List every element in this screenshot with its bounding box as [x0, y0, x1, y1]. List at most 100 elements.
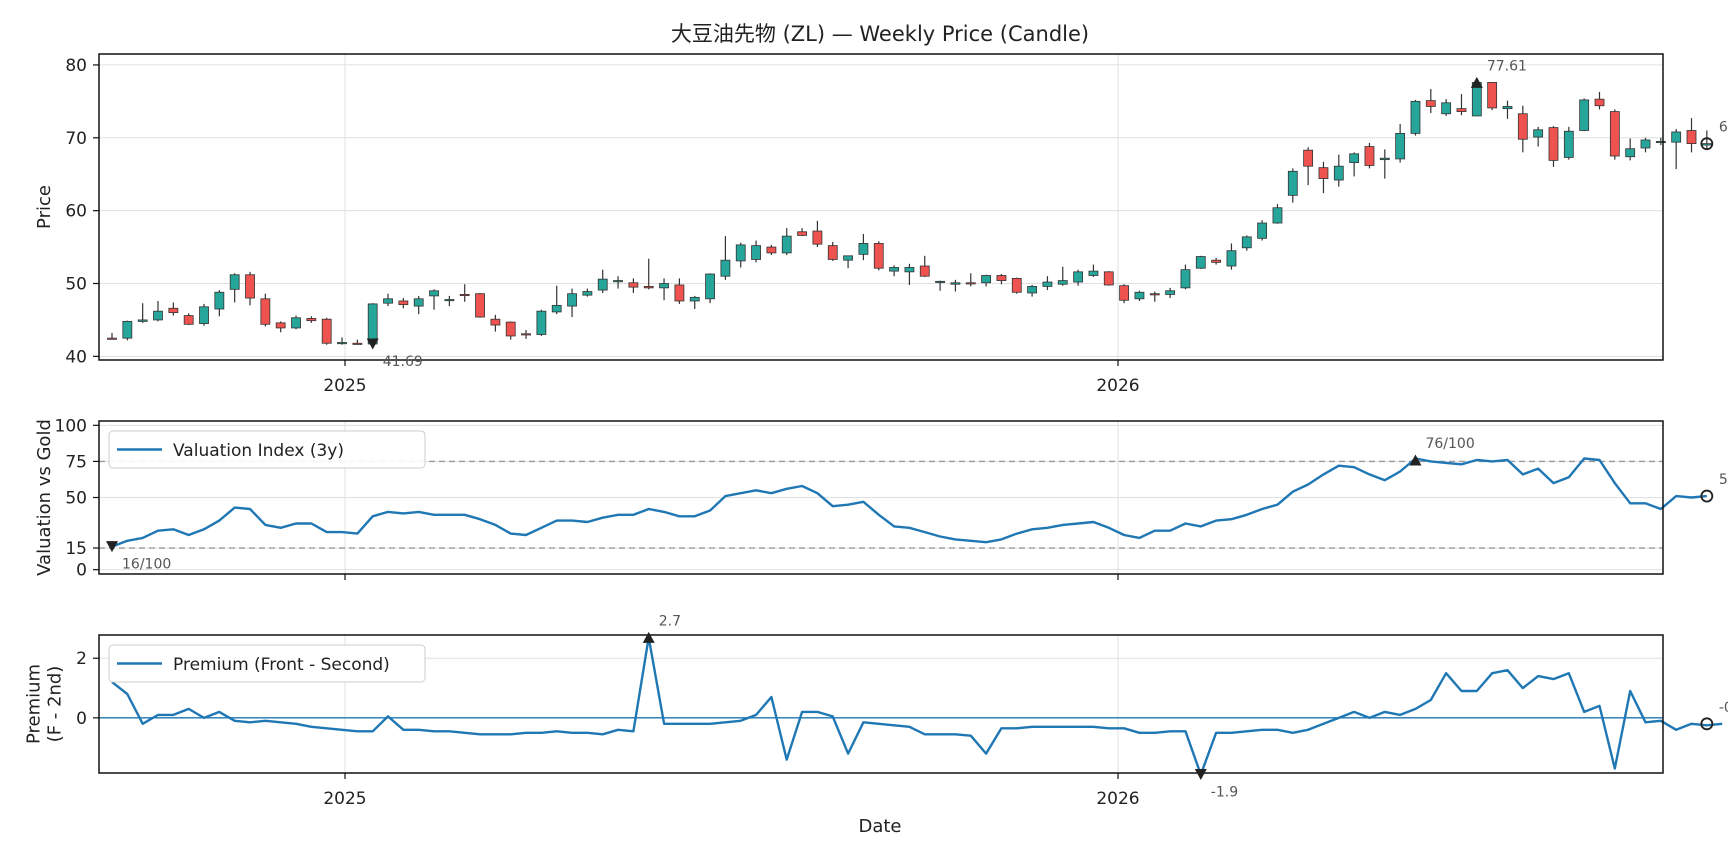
candle-10: [261, 299, 270, 325]
x-tick-label-2026: 2026: [1096, 789, 1139, 809]
candle-46: [813, 231, 822, 244]
candle-61: [1043, 282, 1052, 286]
candle-58: [997, 275, 1006, 280]
x-tick-label-2026: 2026: [1096, 376, 1139, 396]
candle-21: [430, 291, 439, 296]
candle-20: [414, 299, 423, 306]
y-tick-label-40: 40: [65, 347, 87, 367]
candle-60: [1028, 286, 1037, 293]
candle-59: [1012, 278, 1021, 292]
candle-81: [1350, 154, 1359, 163]
candle-84: [1396, 133, 1405, 159]
candle-45: [798, 232, 807, 236]
candle-32: [598, 279, 607, 290]
candle-77: [1288, 171, 1297, 195]
candle-68: [1150, 294, 1159, 295]
candle-50: [874, 243, 883, 268]
candle-39: [706, 274, 715, 299]
candle-97: [1595, 99, 1604, 106]
candle-78: [1304, 150, 1313, 166]
last-value-label-2: -0.2: [1719, 700, 1728, 716]
candle-69: [1166, 291, 1175, 295]
x-tick-label-2025: 2025: [323, 789, 366, 809]
candle-41: [736, 245, 745, 261]
candle-91: [1503, 106, 1512, 108]
candle-29: [552, 305, 561, 312]
candle-43: [767, 247, 776, 253]
legend-label-2: Premium (Front - Second): [173, 655, 390, 675]
candle-17: [368, 304, 377, 344]
x-axis-label: Date: [858, 816, 901, 837]
candle-93: [1534, 130, 1543, 137]
candle-8: [230, 275, 239, 290]
candle-11: [276, 323, 285, 328]
candle-57: [982, 275, 991, 282]
candle-23: [460, 294, 469, 295]
y-axis-label-2-0: Premium: [24, 664, 45, 744]
candle-65: [1104, 272, 1113, 285]
candle-94: [1549, 128, 1558, 161]
candle-28: [537, 311, 546, 334]
candle-6: [200, 307, 209, 324]
y-tick-label-60: 60: [65, 202, 87, 222]
candle-38: [690, 297, 699, 301]
candle-36: [660, 284, 669, 288]
candle-102: [1672, 132, 1681, 142]
candle-72: [1212, 260, 1221, 262]
candle-83: [1380, 158, 1389, 159]
min-label-2: -1.9: [1211, 784, 1238, 800]
min-label-0: 41.69: [383, 354, 423, 370]
candle-98: [1610, 112, 1619, 156]
candle-35: [644, 286, 653, 287]
candle-62: [1058, 281, 1067, 285]
y-tick-label-50: 50: [65, 489, 87, 509]
x-tick-label-2025: 2025: [323, 376, 366, 396]
candle-104: [1702, 144, 1711, 145]
y-tick-label-70: 70: [65, 129, 87, 149]
candle-24: [476, 294, 485, 317]
plot-frame-0: [99, 54, 1663, 360]
candle-47: [828, 246, 837, 260]
y-axis-label-1-0: Valuation vs Gold: [34, 419, 55, 576]
candle-73: [1227, 251, 1236, 266]
candle-55: [951, 283, 960, 284]
candle-95: [1564, 131, 1573, 157]
candle-101: [1656, 141, 1665, 142]
candle-52: [905, 267, 914, 271]
candle-19: [399, 301, 408, 305]
candle-3: [154, 311, 163, 320]
candle-103: [1687, 131, 1696, 144]
candle-25: [491, 319, 500, 325]
candle-82: [1365, 147, 1374, 166]
candle-75: [1258, 223, 1267, 238]
candle-92: [1518, 114, 1527, 140]
chart-title: 大豆油先物 (ZL) — Weekly Price (Candle): [671, 22, 1089, 46]
min-label-1: 16/100: [122, 557, 171, 573]
candle-22: [445, 300, 454, 301]
legend-label-1: Valuation Index (3y): [173, 441, 344, 461]
candle-26: [506, 322, 515, 336]
y-tick-label-2: 2: [76, 649, 87, 669]
candle-86: [1426, 101, 1435, 107]
candle-54: [936, 281, 945, 282]
candle-44: [782, 236, 791, 253]
candle-85: [1411, 101, 1420, 133]
candle-7: [215, 292, 224, 309]
candle-18: [384, 299, 393, 303]
last-value-label-0: 69.19: [1719, 120, 1728, 136]
min-marker-1: [106, 541, 118, 552]
y-tick-label-15: 15: [65, 539, 87, 559]
candle-48: [844, 256, 853, 260]
candle-74: [1242, 237, 1251, 248]
candle-0: [108, 338, 117, 339]
candle-71: [1196, 257, 1205, 269]
candle-99: [1626, 149, 1635, 157]
candle-88: [1457, 109, 1466, 112]
y-axis-label-0-0: Price: [34, 185, 55, 229]
candle-34: [629, 283, 638, 287]
candle-4: [169, 308, 178, 312]
candle-80: [1334, 166, 1343, 180]
y-tick-label-0: 0: [76, 561, 87, 581]
max-label-2: 2.7: [659, 613, 681, 629]
candle-51: [890, 267, 899, 271]
